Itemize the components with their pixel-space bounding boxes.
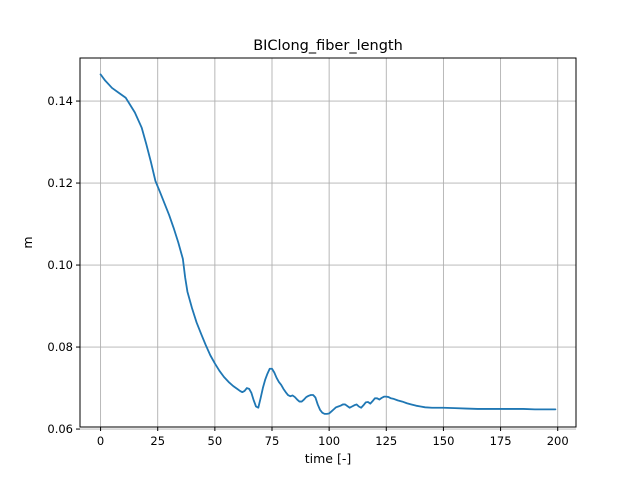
y-tick-label: 0.14 [47,94,73,108]
y-axis-ticks: 0.06 0.08 0.10 0.12 0.14 [47,94,80,436]
x-tick-label: 125 [375,434,397,448]
x-tick-label: 100 [318,434,340,448]
y-axis-label: m [20,236,35,248]
x-tick-label: 75 [265,434,280,448]
x-tick-label: 200 [547,434,569,448]
plot-frame [79,57,577,428]
series-line [99,73,557,415]
grid-lines [80,58,576,430]
y-tick-label: 0.06 [47,422,73,436]
y-tick-label: 0.08 [47,340,73,354]
x-axis-label: time [-] [305,451,351,466]
x-tick-label: 150 [432,434,454,448]
series-layer [99,73,557,415]
y-tick-label: 0.12 [47,176,73,190]
y-tick-label: 0.10 [47,258,73,272]
x-tick-label: 25 [150,434,165,448]
x-tick-label: 50 [208,434,223,448]
x-tick-label: 0 [97,434,104,448]
x-tick-label: 175 [490,434,512,448]
chart-title: BIClong_fiber_length [253,38,403,54]
x-axis-ticks: 0 25 50 75 100 125 150 175 200 [97,427,569,448]
